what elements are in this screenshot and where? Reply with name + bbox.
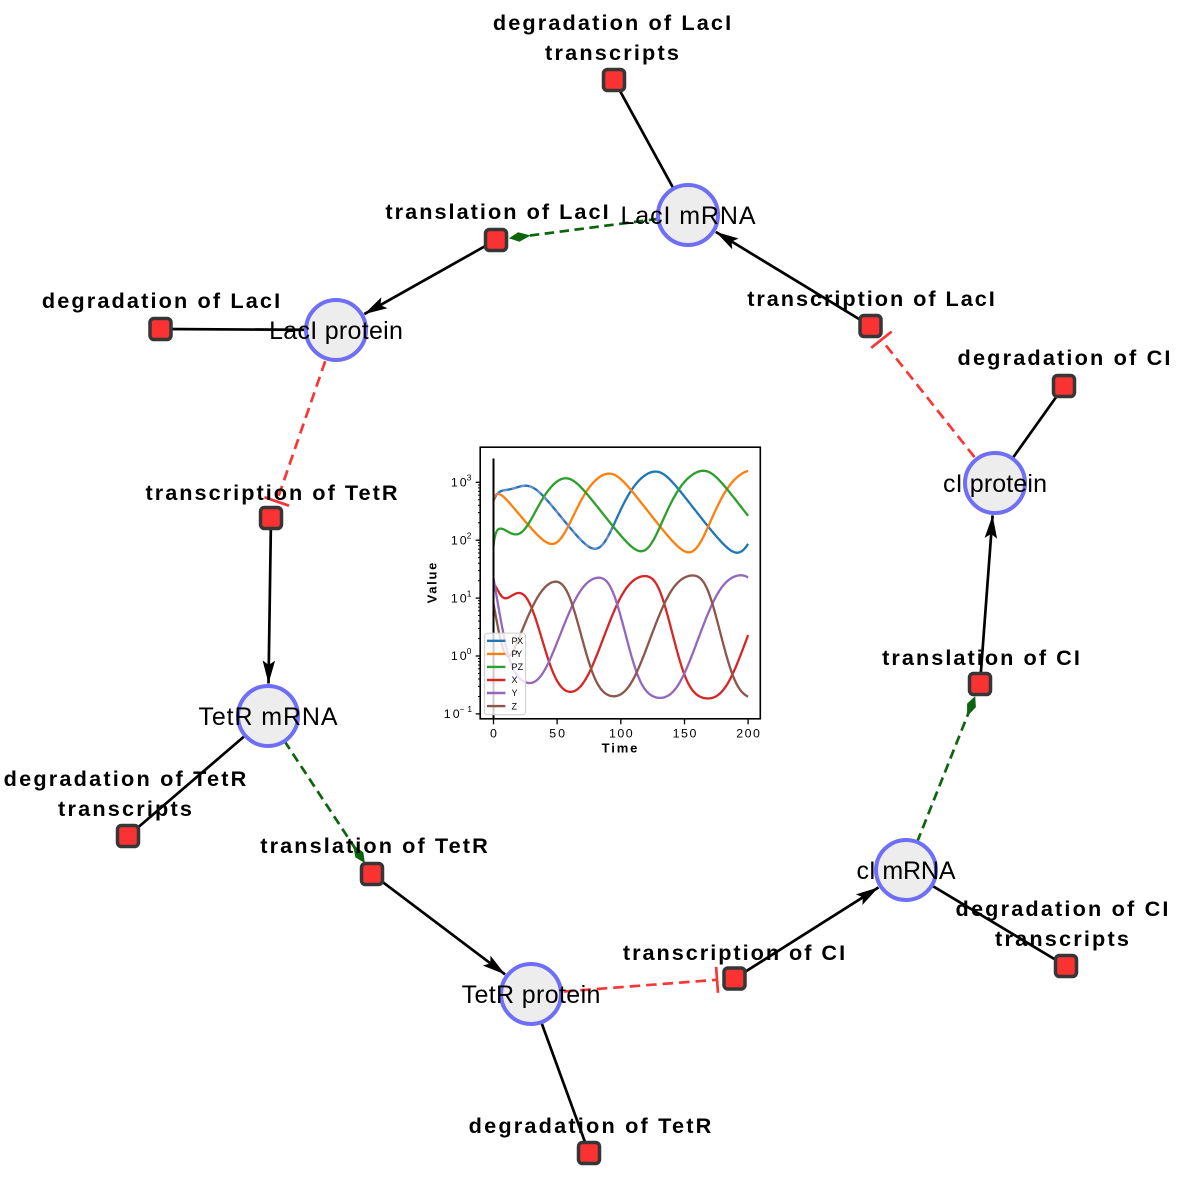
svg-text:transcription of LacI: transcription of LacI bbox=[747, 286, 995, 311]
svg-text:Y: Y bbox=[512, 688, 518, 698]
svg-text:1: 1 bbox=[467, 588, 472, 598]
svg-text:10: 10 bbox=[444, 707, 460, 721]
svg-text:translation of CI: translation of CI bbox=[882, 645, 1080, 670]
svg-text:degradation of LacI: degradation of LacI bbox=[42, 288, 280, 313]
svg-text:X: X bbox=[512, 675, 518, 685]
svg-text:LacI protein: LacI protein bbox=[269, 317, 403, 345]
svg-text:0: 0 bbox=[490, 726, 497, 740]
svg-text:degradation of LacI: degradation of LacI bbox=[493, 10, 731, 35]
svg-text:10: 10 bbox=[451, 533, 467, 547]
svg-text:cI protein: cI protein bbox=[943, 470, 1047, 498]
svg-text:10: 10 bbox=[451, 649, 467, 663]
svg-text:50: 50 bbox=[549, 726, 565, 740]
svg-text:cI mRNA: cI mRNA bbox=[857, 857, 956, 885]
svg-text:0: 0 bbox=[467, 646, 472, 656]
svg-text:transcripts: transcripts bbox=[58, 796, 192, 821]
svg-text:translation of LacI: translation of LacI bbox=[385, 199, 608, 224]
svg-text:TetR mRNA: TetR mRNA bbox=[199, 703, 338, 731]
svg-text:LacI mRNA: LacI mRNA bbox=[620, 202, 755, 230]
svg-text:150: 150 bbox=[673, 726, 697, 740]
svg-text:Value: Value bbox=[425, 563, 440, 604]
svg-text:transcripts: transcripts bbox=[995, 926, 1129, 951]
svg-text:degradation of TetR: degradation of TetR bbox=[4, 766, 247, 791]
svg-text:TetR protein: TetR protein bbox=[462, 981, 601, 1009]
svg-text:PZ: PZ bbox=[512, 662, 524, 672]
svg-text:degradation of CI: degradation of CI bbox=[956, 896, 1169, 921]
svg-text:10: 10 bbox=[451, 591, 467, 605]
svg-text:Z: Z bbox=[512, 701, 518, 711]
svg-text:transcripts: transcripts bbox=[545, 40, 679, 65]
svg-text:degradation of TetR: degradation of TetR bbox=[469, 1113, 712, 1138]
svg-text:3: 3 bbox=[467, 473, 472, 483]
svg-text:transcription of CI: transcription of CI bbox=[623, 940, 845, 965]
svg-text:translation of TetR: translation of TetR bbox=[260, 833, 488, 858]
svg-text:PX: PX bbox=[512, 636, 524, 646]
svg-text:100: 100 bbox=[609, 726, 633, 740]
svg-text:10: 10 bbox=[451, 476, 467, 490]
svg-text:PY: PY bbox=[512, 649, 523, 659]
svg-text:2: 2 bbox=[467, 530, 472, 540]
svg-text:transcription of TetR: transcription of TetR bbox=[146, 480, 398, 505]
svg-text:200: 200 bbox=[736, 726, 760, 740]
svg-text:Time: Time bbox=[602, 740, 638, 755]
svg-text:degradation of CI: degradation of CI bbox=[958, 345, 1171, 370]
